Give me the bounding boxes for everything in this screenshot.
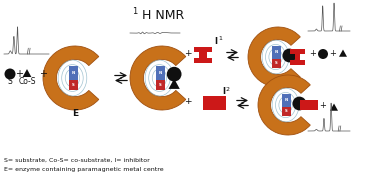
FancyBboxPatch shape bbox=[272, 59, 281, 68]
FancyBboxPatch shape bbox=[290, 49, 305, 54]
FancyBboxPatch shape bbox=[69, 66, 78, 80]
Text: +: + bbox=[184, 96, 192, 106]
FancyBboxPatch shape bbox=[290, 60, 305, 65]
Text: S: S bbox=[275, 61, 278, 65]
Wedge shape bbox=[258, 75, 310, 135]
Text: +: + bbox=[184, 49, 192, 58]
Polygon shape bbox=[23, 69, 31, 77]
Text: I: I bbox=[222, 87, 225, 96]
Circle shape bbox=[318, 49, 328, 59]
Wedge shape bbox=[248, 27, 300, 87]
Polygon shape bbox=[339, 49, 347, 57]
FancyBboxPatch shape bbox=[300, 100, 318, 110]
Text: S: S bbox=[8, 77, 12, 87]
Text: Co-S: Co-S bbox=[18, 77, 36, 87]
Text: 1: 1 bbox=[132, 7, 137, 16]
Text: I: I bbox=[214, 37, 217, 45]
Text: S: S bbox=[285, 109, 288, 113]
Text: H NMR: H NMR bbox=[142, 9, 184, 22]
FancyBboxPatch shape bbox=[282, 107, 291, 116]
Text: S: S bbox=[72, 83, 75, 87]
FancyBboxPatch shape bbox=[194, 47, 212, 52]
Text: +: + bbox=[15, 69, 23, 79]
Text: +: + bbox=[39, 69, 47, 79]
FancyBboxPatch shape bbox=[69, 80, 78, 90]
FancyBboxPatch shape bbox=[203, 96, 226, 110]
FancyBboxPatch shape bbox=[295, 49, 300, 65]
Text: +: + bbox=[330, 49, 336, 58]
FancyBboxPatch shape bbox=[194, 58, 212, 63]
Circle shape bbox=[282, 49, 296, 62]
Text: +: + bbox=[310, 49, 316, 58]
Polygon shape bbox=[330, 104, 338, 111]
Text: 1: 1 bbox=[218, 36, 222, 41]
Text: 2: 2 bbox=[226, 87, 230, 92]
FancyBboxPatch shape bbox=[272, 46, 281, 59]
Circle shape bbox=[5, 68, 15, 79]
FancyBboxPatch shape bbox=[199, 47, 207, 63]
Text: +: + bbox=[319, 100, 327, 110]
FancyBboxPatch shape bbox=[282, 94, 291, 107]
Text: S: S bbox=[159, 83, 162, 87]
Text: N: N bbox=[159, 71, 162, 75]
FancyBboxPatch shape bbox=[156, 66, 165, 80]
Text: N: N bbox=[275, 50, 278, 54]
Text: S= substrate, Co-S= co-substrate, I= inhibitor: S= substrate, Co-S= co-substrate, I= inh… bbox=[4, 157, 150, 163]
Text: E= enzyme containing paramagnetic metal centre: E= enzyme containing paramagnetic metal … bbox=[4, 167, 164, 172]
Wedge shape bbox=[43, 46, 99, 110]
FancyBboxPatch shape bbox=[156, 80, 165, 90]
Text: E: E bbox=[72, 110, 78, 119]
Circle shape bbox=[293, 97, 306, 110]
Circle shape bbox=[167, 67, 181, 81]
Wedge shape bbox=[130, 46, 186, 110]
Text: N: N bbox=[72, 71, 75, 75]
Text: N: N bbox=[285, 98, 288, 102]
Polygon shape bbox=[169, 79, 180, 89]
